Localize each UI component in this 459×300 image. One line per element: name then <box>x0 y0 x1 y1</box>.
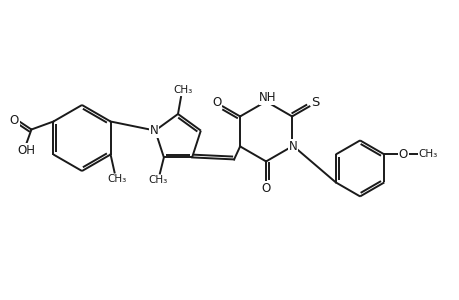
Text: CH₃: CH₃ <box>107 175 126 184</box>
Text: O: O <box>261 182 270 195</box>
Text: CH₃: CH₃ <box>173 85 192 95</box>
Text: O: O <box>212 96 221 110</box>
Text: S: S <box>311 96 319 110</box>
Text: N: N <box>150 124 158 137</box>
Text: O: O <box>398 148 407 161</box>
Text: N: N <box>288 140 297 153</box>
Text: O: O <box>10 114 19 127</box>
Text: CH₃: CH₃ <box>418 149 437 159</box>
Text: N: N <box>150 124 158 137</box>
Text: OH: OH <box>17 144 35 157</box>
Text: CH₃: CH₃ <box>148 176 167 185</box>
Text: NH: NH <box>259 91 276 104</box>
